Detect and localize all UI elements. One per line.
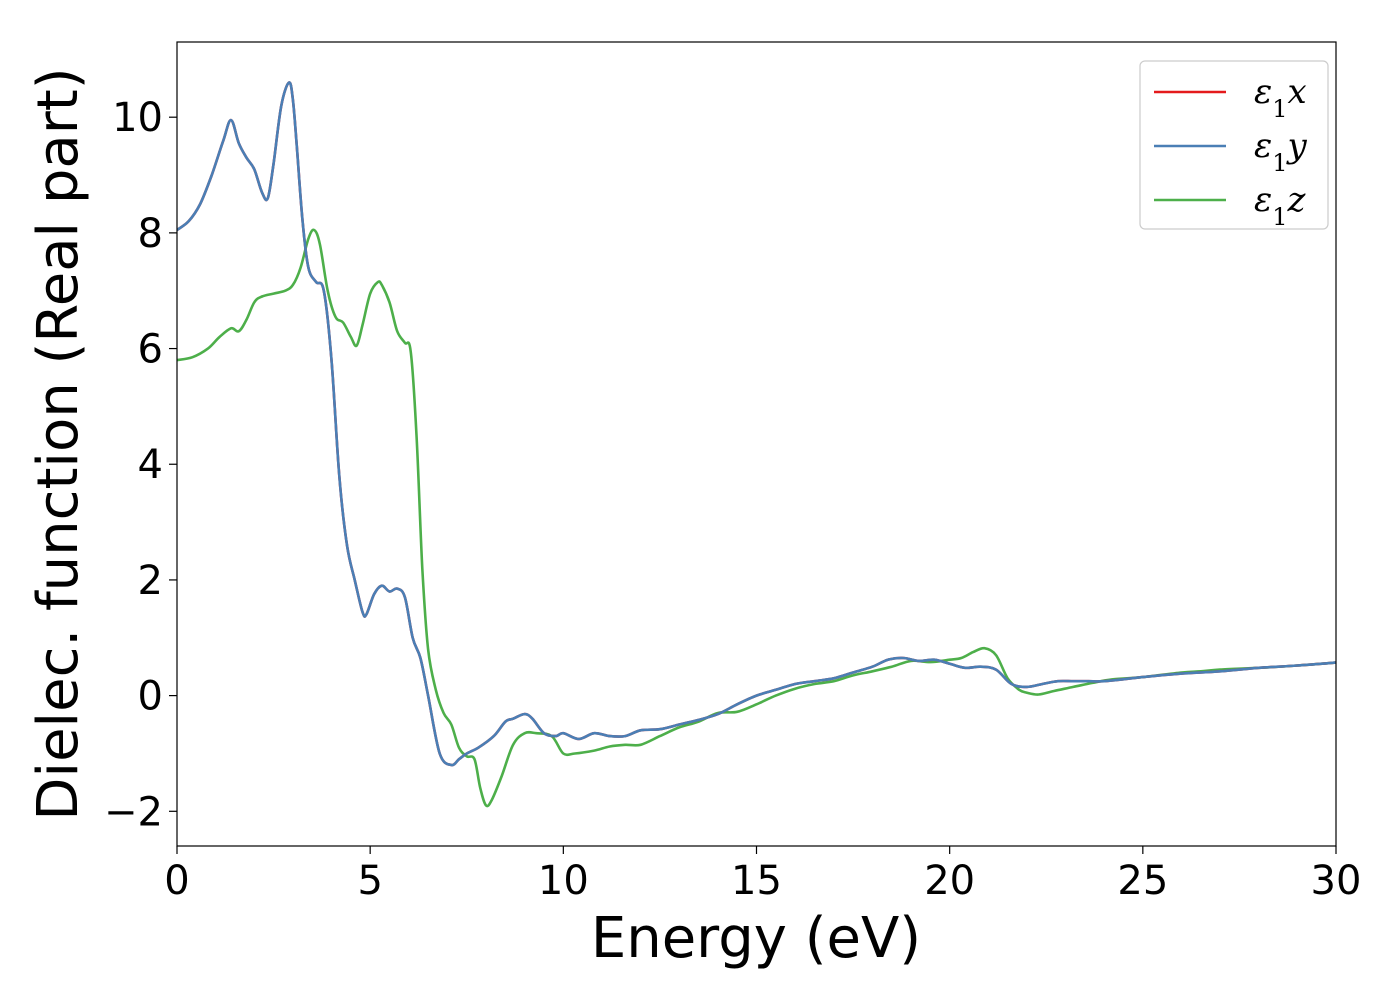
plot-area <box>177 81 1336 808</box>
legend-entry-label: ε1y <box>1254 126 1308 177</box>
legend-entry-label: ε1x <box>1254 72 1307 123</box>
x-tick-label: 5 <box>357 858 382 904</box>
y-tick-label: 6 <box>138 327 163 373</box>
x-tick-label: 10 <box>538 858 589 904</box>
series-line-e1z <box>177 228 1336 808</box>
y-tick-label: 10 <box>112 95 163 141</box>
x-tick-label: 0 <box>164 858 189 904</box>
x-tick-label: 20 <box>924 858 975 904</box>
legend-entry-label: ε1z <box>1254 180 1307 231</box>
y-axis-label: Dielec. function (Real part) <box>26 67 91 820</box>
y-tick-label: 8 <box>138 211 163 257</box>
x-axis-label: Energy (eV) <box>591 906 921 971</box>
y-tick-label: 2 <box>138 558 163 604</box>
legend-box <box>1139 60 1329 230</box>
x-tick-label: 25 <box>1117 858 1168 904</box>
x-tick-label: 15 <box>731 858 782 904</box>
x-tick-label: 30 <box>1311 858 1362 904</box>
y-tick-label: 4 <box>138 442 163 488</box>
series-line-e1y <box>177 81 1336 767</box>
y-tick-label: 0 <box>138 674 163 720</box>
y-tick-label: −2 <box>104 789 163 835</box>
